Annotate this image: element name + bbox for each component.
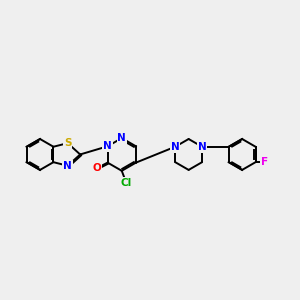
Text: N: N [63,161,72,171]
Text: N: N [171,142,180,152]
Text: F: F [261,157,268,167]
Text: S: S [64,138,71,148]
Text: Cl: Cl [121,178,132,188]
Text: O: O [93,163,102,173]
Text: N: N [117,133,126,143]
Text: N: N [103,141,112,151]
Text: N: N [198,142,206,152]
